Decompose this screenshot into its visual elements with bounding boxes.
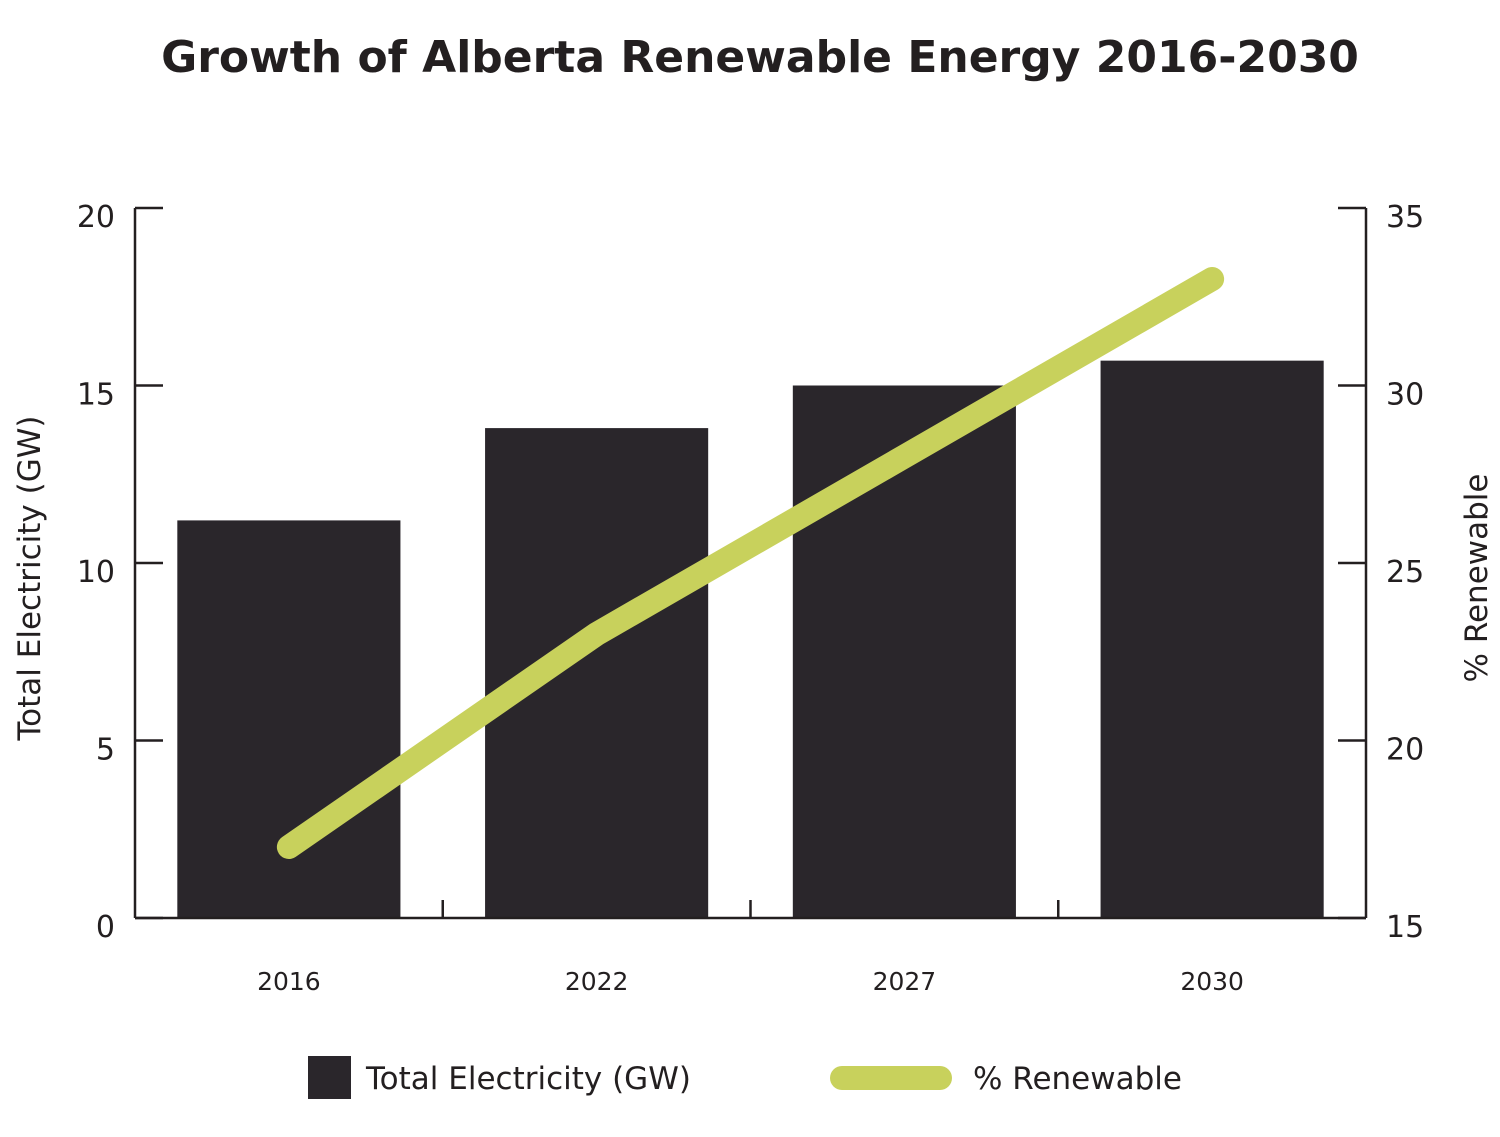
- x-tick-label-2027: 2027: [873, 967, 937, 996]
- y-left-tick-label-15: 15: [77, 378, 115, 413]
- line-layer: [276, 267, 1225, 859]
- x-tick-label-2016: 2016: [257, 967, 321, 996]
- legend-label-bar: Total Electricity (GW): [365, 1061, 691, 1097]
- y-right-tick-label-35: 35: [1386, 200, 1424, 235]
- bars-layer: [177, 360, 1324, 918]
- renewable-line: [276, 267, 1225, 859]
- legend-swatch-bar: [308, 1056, 351, 1099]
- bar-2030: [1100, 360, 1324, 918]
- y-left-tick-label-10: 10: [77, 555, 115, 590]
- legend-label-line: % Renewable: [973, 1061, 1182, 1097]
- x-tick-label-2022: 2022: [565, 967, 629, 996]
- chart-title: Growth of Alberta Renewable Energy 2016-…: [161, 32, 1359, 83]
- y-left-tick-label-0: 0: [96, 910, 115, 945]
- bar-2027: [792, 385, 1016, 918]
- y-right-tick-label-25: 25: [1386, 555, 1424, 590]
- y-right-tick-label-20: 20: [1386, 733, 1424, 768]
- legend: Total Electricity (GW) % Renewable: [308, 1056, 1182, 1099]
- bar-2022: [485, 428, 709, 918]
- x-tick-label-2030: 2030: [1180, 967, 1244, 996]
- y-left-tick-label-5: 5: [96, 733, 115, 768]
- y-right-tick-label-30: 30: [1386, 378, 1424, 413]
- y-left-axis-title: Total Electricity (GW): [12, 416, 48, 742]
- axes-layer: [133, 206, 1368, 920]
- y-left-tick-label-20: 20: [77, 200, 115, 235]
- y-right-axis-title: % Renewable: [1459, 474, 1495, 683]
- y-right-tick-label-15: 15: [1386, 910, 1424, 945]
- labels-layer: 0 5 10 15 20 15 20 25 30 35 2016 2022 2027 2030: [77, 200, 1424, 996]
